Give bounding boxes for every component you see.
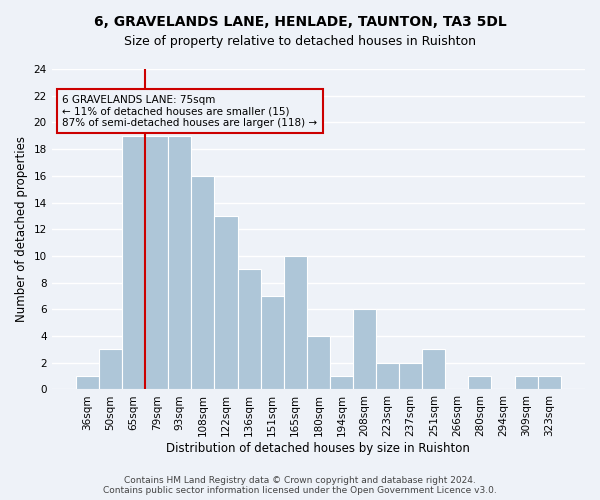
Bar <box>260 296 284 390</box>
Bar <box>99 350 122 390</box>
Text: 6, GRAVELANDS LANE, HENLADE, TAUNTON, TA3 5DL: 6, GRAVELANDS LANE, HENLADE, TAUNTON, TA… <box>94 15 506 29</box>
Y-axis label: Number of detached properties: Number of detached properties <box>15 136 28 322</box>
Bar <box>214 216 238 390</box>
Bar <box>399 363 422 390</box>
Text: 6 GRAVELANDS LANE: 75sqm
← 11% of detached houses are smaller (15)
87% of semi-d: 6 GRAVELANDS LANE: 75sqm ← 11% of detach… <box>62 94 317 128</box>
Bar <box>76 376 99 390</box>
Text: Size of property relative to detached houses in Ruishton: Size of property relative to detached ho… <box>124 35 476 48</box>
Bar <box>469 376 491 390</box>
Bar <box>238 270 260 390</box>
Bar <box>330 376 353 390</box>
Bar <box>284 256 307 390</box>
Bar <box>307 336 330 390</box>
Bar <box>353 310 376 390</box>
Bar <box>515 376 538 390</box>
Bar <box>145 136 168 390</box>
X-axis label: Distribution of detached houses by size in Ruishton: Distribution of detached houses by size … <box>166 442 470 455</box>
Bar <box>376 363 399 390</box>
Text: Contains HM Land Registry data © Crown copyright and database right 2024.
Contai: Contains HM Land Registry data © Crown c… <box>103 476 497 495</box>
Bar <box>168 136 191 390</box>
Bar <box>422 350 445 390</box>
Bar <box>191 176 214 390</box>
Bar <box>538 376 561 390</box>
Bar <box>122 136 145 390</box>
